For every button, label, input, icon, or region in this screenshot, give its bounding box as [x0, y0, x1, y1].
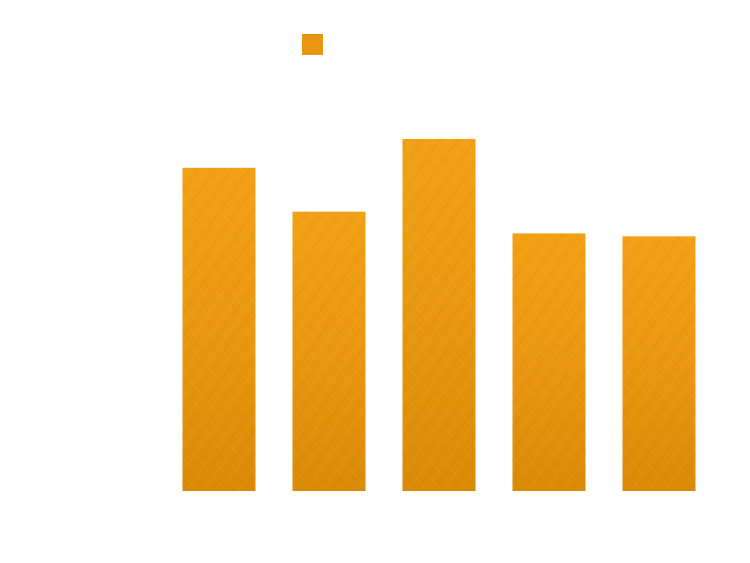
- bar-1: [182, 167, 256, 492]
- legend-swatch: [302, 34, 323, 55]
- bar-3: [402, 139, 476, 491]
- bar-texture-secondary: [622, 236, 696, 491]
- bar-texture-secondary: [292, 211, 366, 491]
- bar-texture-secondary: [182, 167, 256, 492]
- bar-texture-secondary: [512, 233, 586, 491]
- bars-group: [182, 139, 696, 492]
- bar-texture-secondary: [402, 139, 476, 491]
- bar-2: [292, 211, 366, 491]
- bar-4: [512, 233, 586, 491]
- legend: [302, 34, 323, 55]
- bar-5: [622, 236, 696, 491]
